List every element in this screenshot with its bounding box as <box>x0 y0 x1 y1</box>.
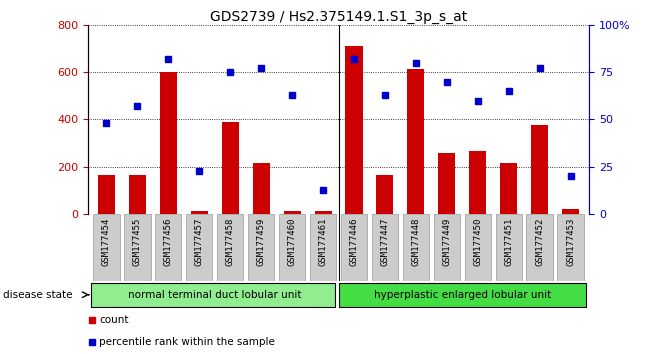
Text: disease state: disease state <box>3 290 73 300</box>
Bar <box>314 211 331 214</box>
Text: GSM177450: GSM177450 <box>473 217 482 266</box>
FancyBboxPatch shape <box>557 214 584 281</box>
Text: count: count <box>99 315 128 325</box>
Text: GSM177448: GSM177448 <box>411 217 421 266</box>
FancyBboxPatch shape <box>403 214 429 281</box>
FancyBboxPatch shape <box>93 214 120 281</box>
Bar <box>376 175 393 214</box>
Text: GSM177460: GSM177460 <box>288 217 297 266</box>
Text: GSM177451: GSM177451 <box>505 217 513 266</box>
Text: GSM177461: GSM177461 <box>318 217 327 266</box>
Bar <box>346 46 363 214</box>
Bar <box>253 163 270 214</box>
Text: GSM177454: GSM177454 <box>102 217 111 266</box>
FancyBboxPatch shape <box>155 214 182 281</box>
Text: GSM177459: GSM177459 <box>256 217 266 266</box>
FancyBboxPatch shape <box>217 214 243 281</box>
Text: hyperplastic enlarged lobular unit: hyperplastic enlarged lobular unit <box>374 290 551 300</box>
Text: GSM177452: GSM177452 <box>535 217 544 266</box>
FancyBboxPatch shape <box>279 214 305 281</box>
FancyBboxPatch shape <box>434 214 460 281</box>
Text: percentile rank within the sample: percentile rank within the sample <box>99 337 275 347</box>
Bar <box>531 125 548 214</box>
Text: GSM177453: GSM177453 <box>566 217 575 266</box>
Text: GSM177457: GSM177457 <box>195 217 204 266</box>
Text: GSM177458: GSM177458 <box>226 217 235 266</box>
Bar <box>562 210 579 214</box>
Bar <box>284 211 301 214</box>
Bar <box>438 153 455 214</box>
Text: normal terminal duct lobular unit: normal terminal duct lobular unit <box>128 290 301 300</box>
Bar <box>500 163 517 214</box>
FancyBboxPatch shape <box>341 214 367 281</box>
Bar <box>98 175 115 214</box>
Text: GSM177447: GSM177447 <box>380 217 389 266</box>
FancyBboxPatch shape <box>124 214 150 281</box>
Text: GSM177455: GSM177455 <box>133 217 142 266</box>
FancyBboxPatch shape <box>186 214 212 281</box>
FancyBboxPatch shape <box>527 214 553 281</box>
Bar <box>160 72 177 214</box>
FancyBboxPatch shape <box>339 283 586 307</box>
Text: GSM177456: GSM177456 <box>164 217 173 266</box>
Text: GSM177446: GSM177446 <box>350 217 359 266</box>
Title: GDS2739 / Hs2.375149.1.S1_3p_s_at: GDS2739 / Hs2.375149.1.S1_3p_s_at <box>210 10 467 24</box>
FancyBboxPatch shape <box>465 214 491 281</box>
Bar <box>408 69 424 214</box>
Bar <box>469 152 486 214</box>
Text: GSM177449: GSM177449 <box>442 217 451 266</box>
FancyBboxPatch shape <box>248 214 274 281</box>
Bar <box>129 175 146 214</box>
FancyBboxPatch shape <box>372 214 398 281</box>
FancyBboxPatch shape <box>310 214 336 281</box>
FancyBboxPatch shape <box>91 283 335 307</box>
Bar <box>191 211 208 214</box>
Bar <box>222 122 239 214</box>
FancyBboxPatch shape <box>495 214 522 281</box>
